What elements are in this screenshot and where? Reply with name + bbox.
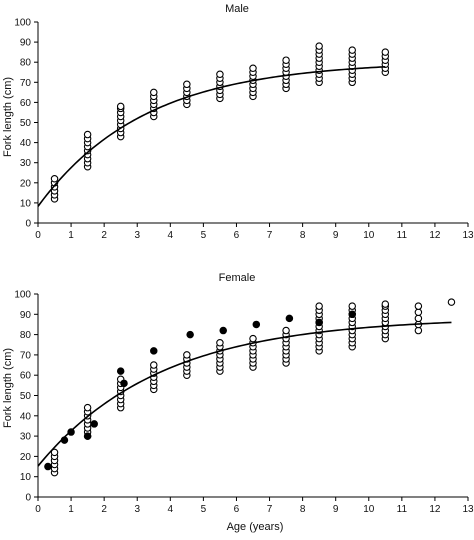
y-tick-label: 90: [20, 38, 32, 49]
open-data-point: [447, 298, 456, 306]
y-tick-label: 60: [20, 98, 32, 109]
open-data-point: [216, 338, 224, 347]
y-tick-label: 60: [20, 371, 32, 382]
x-tick-label: 6: [234, 504, 240, 515]
y-tick-label: 100: [14, 18, 31, 29]
x-tick-label: 3: [134, 504, 140, 515]
x-tick-label: 6: [234, 230, 240, 241]
x-tick-label: 1: [68, 504, 74, 515]
chart-title: Male: [225, 3, 249, 15]
open-data-point: [414, 326, 423, 335]
x-tick-label: 12: [429, 230, 441, 241]
x-tick-label: 8: [300, 504, 306, 515]
y-tick-label: 50: [20, 118, 32, 129]
filled-data-point: [315, 318, 323, 327]
y-axis-label: Fork length (cm): [2, 77, 14, 157]
filled-data-point: [186, 330, 194, 339]
open-data-point: [414, 314, 423, 323]
x-tick-label: 13: [462, 230, 474, 241]
y-tick-label: 40: [20, 138, 32, 149]
y-axis-label: Fork length (cm): [2, 348, 14, 428]
open-data-point: [381, 48, 390, 56]
y-tick-label: 50: [20, 391, 32, 402]
filled-data-point: [285, 314, 294, 323]
y-tick-label: 80: [20, 330, 32, 341]
filled-data-point: [150, 347, 158, 355]
filled-data-point: [252, 320, 261, 329]
filled-data-point: [219, 326, 227, 335]
y-tick-label: 10: [20, 198, 32, 209]
growth-curve: [37, 321, 452, 467]
open-data-point: [116, 102, 125, 111]
chart-title: Female: [219, 272, 256, 284]
x-tick-label: 10: [363, 230, 375, 241]
x-tick-label: 4: [168, 230, 174, 241]
open-data-point: [414, 302, 423, 310]
x-tick-label: 2: [101, 504, 107, 515]
open-data-point: [315, 302, 323, 310]
filled-data-point: [44, 462, 52, 471]
x-tick-label: 0: [35, 230, 41, 241]
growth-curve: [37, 66, 386, 207]
x-tick-label: 9: [333, 230, 339, 241]
x-tick-label: 11: [397, 504, 408, 515]
open-data-point: [83, 403, 92, 412]
open-data-point: [183, 351, 191, 359]
filled-data-point: [116, 367, 125, 375]
y-tick-label: 0: [25, 493, 31, 504]
open-data-point: [150, 88, 158, 97]
x-tick-label: 7: [267, 504, 273, 515]
y-tick-label: 20: [20, 178, 32, 189]
open-data-point: [50, 448, 59, 457]
y-tick-label: 30: [20, 158, 32, 169]
male-chart: Male Fork length (cm) 0 1 2 3 4 5 6 7 8 9 10 11 12 13…: [2, 3, 474, 241]
y-tick-label: 90: [20, 310, 32, 321]
x-tick-label: 12: [429, 504, 441, 515]
y-tick-label: 0: [25, 219, 31, 230]
x-tick-label: 7: [267, 230, 273, 241]
y-tick-label: 30: [20, 432, 32, 443]
open-data-point: [216, 70, 224, 79]
open-data-point: [348, 302, 356, 310]
x-tick-label: 2: [101, 230, 107, 241]
x-tick-label: 10: [363, 504, 375, 515]
x-tick-label: 5: [201, 230, 207, 241]
y-tick-label: 80: [20, 58, 32, 69]
x-tick-label: 0: [35, 504, 41, 515]
open-data-point: [348, 46, 356, 54]
y-tick-label: 70: [20, 78, 32, 89]
x-axis-label: Age (years): [227, 521, 284, 533]
x-tick-label: 9: [333, 504, 339, 515]
open-data-point: [83, 130, 92, 139]
y-tick-label: 20: [20, 452, 32, 463]
open-data-point: [282, 56, 290, 64]
x-tick-label: 5: [201, 504, 207, 515]
x-tick-label: 8: [300, 230, 306, 241]
open-data-point: [282, 326, 290, 335]
open-data-point: [249, 334, 257, 343]
filled-data-point: [90, 420, 98, 428]
open-data-point: [249, 64, 257, 72]
filled-data-point: [120, 379, 128, 388]
x-tick-label: 11: [397, 230, 408, 241]
open-data-point: [50, 175, 59, 183]
x-tick-label: 4: [168, 504, 174, 515]
x-tick-label: 3: [134, 230, 140, 241]
filled-data-point: [348, 310, 356, 319]
open-data-point: [150, 361, 158, 369]
y-tick-label: 100: [14, 290, 31, 301]
x-tick-label: 13: [462, 504, 474, 515]
y-tick-label: 40: [20, 411, 32, 422]
x-tick-label: 1: [68, 230, 74, 241]
y-tick-label: 10: [20, 472, 32, 483]
open-data-point: [381, 300, 390, 308]
open-data-point: [315, 42, 323, 50]
y-tick-label: 70: [20, 350, 32, 361]
filled-data-point: [83, 432, 92, 440]
open-data-point: [183, 80, 191, 89]
open-data-point: [414, 308, 423, 317]
